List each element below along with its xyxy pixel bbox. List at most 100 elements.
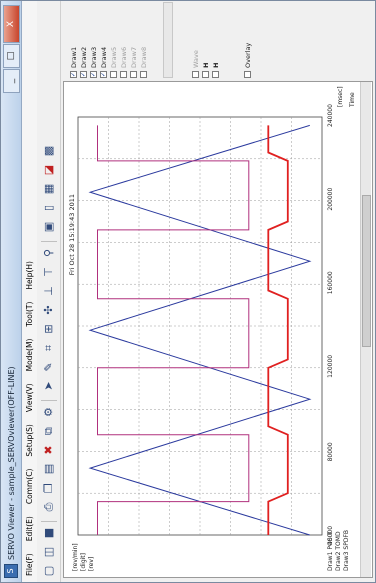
menu-help[interactable]: Help(H) — [25, 261, 34, 290]
plot-panel[interactable]: [rev/min] [digit] [rev] Fri Oct 28 15:19… — [63, 81, 373, 578]
series-name-draw1: Draw1 POS T — [327, 532, 334, 571]
arrow-icon[interactable]: ➤ — [42, 381, 55, 391]
cursor-h2-box[interactable] — [212, 71, 219, 78]
scrollbar-thumb[interactable] — [362, 195, 371, 347]
settings-icon[interactable]: ⚙ — [42, 407, 55, 417]
wave-options: Wave H H — [191, 2, 221, 78]
new-file-icon[interactable]: ▢ — [42, 565, 55, 577]
overlay-checkbox-box[interactable] — [244, 71, 251, 78]
toolbar: ▢ ◫ ■ ⎙ ❐ ▤ ✖ ⧉ ⚙ ➤ ✎ ⌗ ⊞ ✣ ⊥ ⊤ ⚲ ▣ ▯ ▦ … — [38, 1, 61, 582]
window-controls: _ □ X — [3, 5, 20, 94]
pen-icon[interactable]: ✎ — [42, 362, 55, 372]
draw-checkbox-box[interactable] — [140, 71, 147, 78]
draw-checkbox-box[interactable]: ✓ — [70, 71, 77, 78]
grid — [78, 117, 322, 535]
draw-checkbox-8[interactable]: Draw8 — [139, 2, 148, 78]
overlay-label: Overlay — [243, 42, 252, 68]
draw-label: Draw1 — [69, 46, 78, 68]
main-content: [rev/min] [digit] [rev] Fri Oct 28 15:19… — [63, 2, 373, 578]
side-scrollbar[interactable] — [163, 2, 173, 78]
scale-icon[interactable]: ⊞ — [42, 324, 55, 334]
minimize-button[interactable]: _ — [3, 69, 20, 93]
x-unit: [msec] — [337, 86, 344, 107]
menu-comm[interactable]: Comm(C) — [25, 468, 34, 505]
wave-label: Wave — [191, 50, 200, 68]
draw-checkbox-2[interactable]: ✓ Draw2 — [79, 2, 88, 78]
image-icon[interactable]: ▣ — [42, 221, 55, 233]
app-icon: S — [4, 564, 18, 578]
copy-icon[interactable]: ❐ — [42, 483, 55, 493]
draw-label: Draw2 — [79, 46, 88, 68]
draw-label: Draw6 — [119, 46, 128, 68]
x-tick-label: 160000 — [327, 271, 334, 294]
open-icon[interactable]: ◫ — [42, 546, 55, 558]
toolbar-separator — [41, 400, 57, 401]
chart-icon[interactable]: ◪ — [42, 164, 55, 176]
wave-checkbox-box[interactable] — [192, 71, 199, 78]
menu-mode[interactable]: Mode(M) — [25, 338, 34, 372]
x-tick-label: 200000 — [327, 188, 334, 211]
x-tick-label: 40000 — [327, 526, 334, 545]
cursor-h2-label: H — [211, 62, 220, 68]
overlay-checkbox[interactable]: Overlay — [243, 2, 252, 78]
x-tick-label: 80000 — [327, 442, 334, 461]
draw-label: Draw5 — [109, 46, 118, 68]
cursor-h1-box[interactable] — [202, 71, 209, 78]
x-ticks: 40000 80000 120000 160000 200000 240000 — [327, 104, 334, 545]
menu-edit[interactable]: Edit(E) — [25, 516, 34, 542]
x-tick-label: 120000 — [327, 355, 334, 378]
series-names: Draw1 POS T Draw2 TOMD Draw3 SPDFB — [327, 530, 350, 571]
waveform-plot[interactable]: 40000 80000 120000 160000 200000 240000 Draw1… — [64, 82, 360, 577]
draw-checkbox-4[interactable]: ✓ Draw4 — [99, 2, 108, 78]
cursor-icon[interactable]: ⊥ — [42, 286, 55, 296]
zoom-fit-icon[interactable]: ⌗ — [42, 344, 55, 352]
page-icon[interactable]: ▯ — [42, 204, 55, 212]
draw-label: Draw7 — [129, 46, 138, 68]
wave-checkbox[interactable]: Wave — [191, 2, 200, 78]
x-label: Time — [349, 92, 356, 108]
move-icon[interactable]: ✣ — [42, 305, 55, 315]
cursor-h2[interactable]: H — [211, 2, 220, 78]
draw-checkbox-box[interactable] — [110, 71, 117, 78]
menu-setup[interactable]: Setup(S) — [25, 424, 34, 457]
cursor2-icon[interactable]: ⊤ — [42, 267, 55, 277]
series-line-draw3 — [267, 125, 289, 535]
draw-checkbox-1[interactable]: ✓ Draw1 — [69, 2, 78, 78]
draw-label: Draw4 — [99, 46, 108, 68]
draw-checkbox-6[interactable]: Draw6 — [119, 2, 128, 78]
horizontal-scrollbar[interactable] — [360, 82, 371, 577]
grid-icon[interactable]: ▩ — [42, 145, 55, 157]
draw-checkbox-box[interactable] — [130, 71, 137, 78]
tune-icon[interactable]: ⚲ — [42, 248, 55, 258]
cursor-h1[interactable]: H — [201, 2, 210, 78]
save-icon[interactable]: ■ — [42, 527, 55, 539]
overlay-option: Overlay — [243, 2, 253, 78]
menu-view[interactable]: View(V) — [25, 383, 34, 413]
draw-checkbox-5[interactable]: Draw5 — [109, 2, 118, 78]
paste-icon[interactable]: ▤ — [42, 463, 55, 475]
capture-icon[interactable]: ⧉ — [42, 427, 55, 435]
series-name-draw3: Draw3 SPDFB — [343, 530, 350, 571]
close-button[interactable]: X — [3, 5, 20, 43]
series-group — [88, 124, 312, 536]
menu-bar: File(F) Edit(E) Comm(C) Setup(S) View(V)… — [22, 1, 37, 582]
draw-checkbox-box[interactable]: ✓ — [80, 71, 87, 78]
menu-file[interactable]: File(F) — [25, 553, 34, 576]
side-panel: ✓ Draw1 ✓ Draw2 ✓ Draw3 ✓ Draw4 Draw5 Draw6 Draw7 D… — [63, 2, 371, 78]
window-title: SERVO Viewer - sample_SERVOviewer(OFF-LI… — [6, 366, 16, 560]
menu-tool[interactable]: Tool(T) — [25, 301, 34, 327]
series-line-draw2 — [97, 125, 250, 535]
stop-icon[interactable]: ✖ — [42, 445, 55, 455]
print-icon[interactable]: ⎙ — [42, 502, 55, 512]
maximize-button[interactable]: □ — [3, 44, 20, 68]
draw-checkbox-3[interactable]: ✓ Draw3 — [89, 2, 98, 78]
title-bar[interactable]: S SERVO Viewer - sample_SERVOviewer(OFF-… — [1, 1, 22, 582]
window-icon[interactable]: ▦ — [42, 183, 55, 195]
draw-checkbox-box[interactable]: ✓ — [90, 71, 97, 78]
draw-checkbox-box[interactable] — [120, 71, 127, 78]
draw-checkbox-7[interactable]: Draw7 — [129, 2, 138, 78]
series-name-draw2: Draw2 TOMD — [335, 531, 342, 571]
draw-checkbox-box[interactable]: ✓ — [100, 71, 107, 78]
